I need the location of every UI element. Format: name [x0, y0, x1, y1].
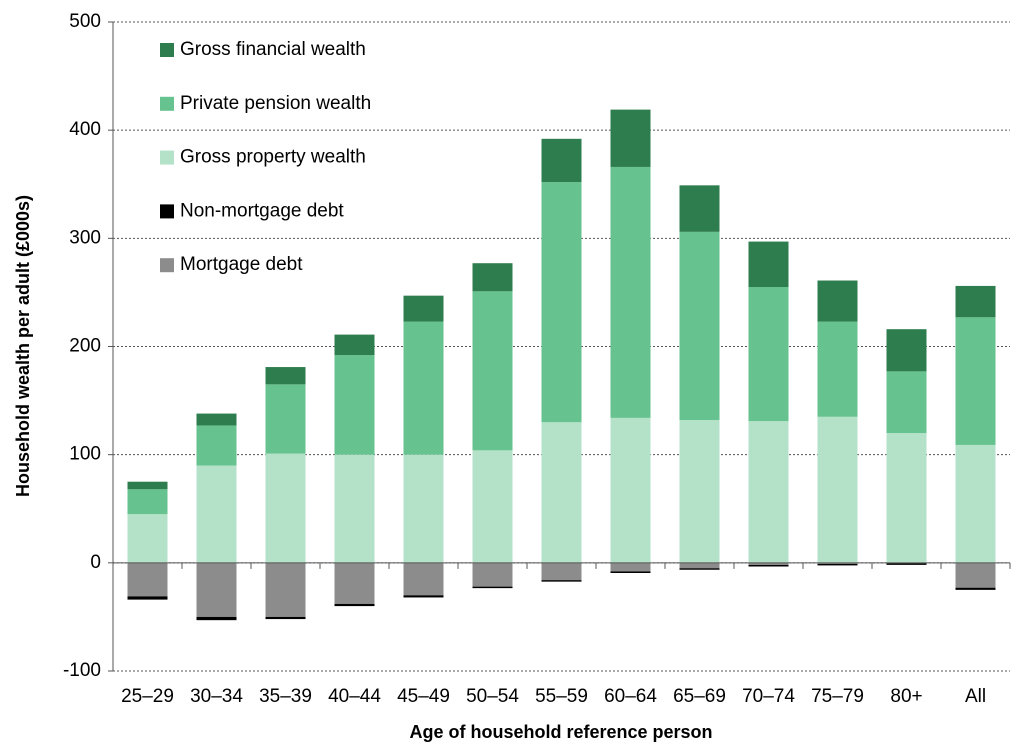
- bar-segment: [610, 166, 651, 418]
- bar-segment: [334, 562, 375, 604]
- bar-segment: [403, 595, 444, 598]
- legend-swatch: [160, 258, 174, 273]
- bar-segment: [955, 285, 996, 318]
- bar-segment: [955, 587, 996, 590]
- bar-segment: [679, 420, 720, 563]
- bar-segment: [334, 355, 375, 455]
- y-axis-title: Household wealth per adult (£000s): [13, 195, 33, 497]
- legend-label: Private pension wealth: [180, 93, 371, 114]
- x-tick-label: 30–34: [190, 686, 243, 707]
- bar-segment: [748, 287, 789, 422]
- bar-segment: [679, 231, 720, 421]
- legend-swatch: [160, 150, 174, 165]
- x-tick-label: All: [965, 686, 986, 707]
- bar-segment: [610, 109, 651, 167]
- x-tick-label: 40–44: [328, 686, 381, 707]
- x-axis-title: Age of household reference person: [409, 722, 712, 742]
- bar-segment: [541, 138, 582, 183]
- bar-segment: [610, 571, 651, 573]
- x-tick-label: 45–49: [397, 686, 450, 707]
- legend-swatch: [160, 43, 174, 57]
- x-tick-label: 65–69: [673, 686, 726, 707]
- x-tick-label: 35–39: [259, 686, 312, 707]
- bar-segment: [334, 334, 375, 356]
- bar-segment: [265, 367, 306, 385]
- y-tick-label: 200: [69, 336, 101, 357]
- bar-segment: [334, 603, 375, 607]
- x-tick-label: 25–29: [121, 686, 174, 707]
- bar-segment: [265, 616, 306, 620]
- bar-segment: [541, 422, 582, 563]
- bar-segment: [127, 596, 168, 600]
- bar-segment: [472, 450, 513, 563]
- bar-segment: [196, 425, 237, 466]
- x-tick-label: 70–74: [742, 686, 795, 707]
- legend-swatch: [160, 96, 174, 111]
- bar-segment: [610, 417, 651, 563]
- bar-segment: [610, 562, 651, 572]
- bar-segment: [265, 562, 306, 617]
- bar-segment: [817, 563, 858, 566]
- bar-segment: [127, 514, 168, 563]
- bar-segment: [817, 321, 858, 417]
- y-tick-label: -100: [63, 660, 101, 681]
- bar-segment: [127, 489, 168, 515]
- x-tick-label: 50–54: [466, 686, 519, 707]
- bar-segment: [196, 465, 237, 563]
- bar-segment: [127, 562, 168, 597]
- bar-segment: [472, 586, 513, 589]
- bar-segment: [472, 562, 513, 587]
- bar-segment: [403, 454, 444, 563]
- bar-segment: [334, 454, 375, 563]
- y-tick-label: 400: [69, 119, 101, 140]
- bar-segment: [196, 562, 237, 617]
- legend-label: Non-mortgage debt: [180, 200, 344, 221]
- bar-segment: [748, 564, 789, 567]
- bar-segment: [817, 562, 858, 564]
- bar-segment: [196, 616, 237, 621]
- bar-segment: [265, 384, 306, 454]
- x-tick-label: 60–64: [604, 686, 657, 707]
- legend-label: Mortgage debt: [180, 254, 303, 275]
- bar-segment: [955, 444, 996, 563]
- bar-segment: [886, 371, 927, 434]
- bar-segment: [196, 413, 237, 426]
- bar-segment: [403, 321, 444, 455]
- bar-segment: [679, 185, 720, 232]
- bar-segment: [265, 453, 306, 563]
- bar-segment: [955, 562, 996, 588]
- x-tick-label: 80+: [890, 686, 922, 707]
- legend-label: Gross property wealth: [180, 147, 366, 168]
- y-tick-label: 100: [69, 444, 101, 465]
- bar-segment: [886, 329, 927, 372]
- bar-segment: [679, 562, 720, 569]
- bar-segment: [886, 433, 927, 563]
- y-tick-label: 300: [69, 227, 101, 248]
- x-tick-label: 75–79: [811, 686, 864, 707]
- bar-segment: [679, 568, 720, 570]
- bar-segment: [748, 421, 789, 563]
- bar-segment: [955, 317, 996, 445]
- bar-segment: [472, 263, 513, 292]
- y-tick-label: 500: [69, 11, 101, 32]
- bar-segment: [886, 563, 927, 565]
- bar-segment: [748, 241, 789, 288]
- legend-label: Gross financial wealth: [180, 39, 366, 60]
- bar-segment: [403, 562, 444, 596]
- bar-segment: [541, 182, 582, 423]
- bar-segment: [541, 580, 582, 582]
- bar-segment: [541, 562, 582, 581]
- bar-segment: [472, 291, 513, 451]
- bar-segment: [748, 562, 789, 565]
- bar-segment: [817, 280, 858, 322]
- y-tick-label: 0: [90, 552, 101, 573]
- legend-swatch: [160, 204, 174, 219]
- x-tick-label: 55–59: [535, 686, 588, 707]
- bar-segment: [817, 416, 858, 563]
- bar-segment: [403, 295, 444, 322]
- bar-segment: [127, 481, 168, 490]
